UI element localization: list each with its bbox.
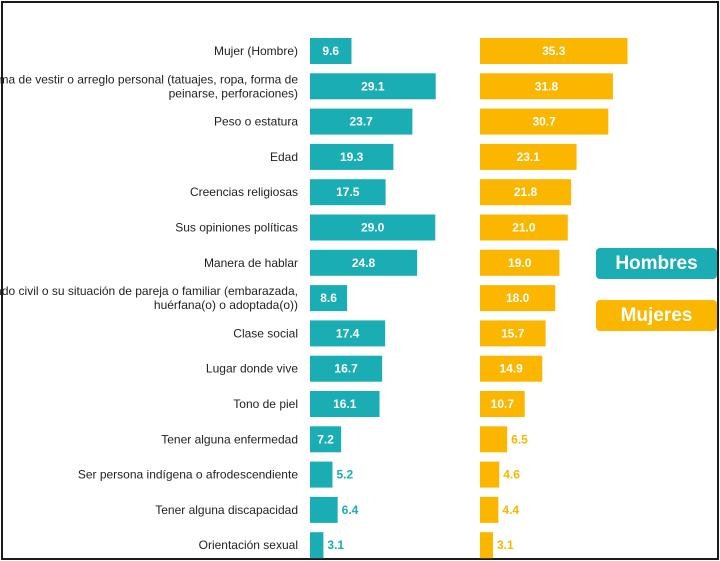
value-label-mujeres: 31.8: [535, 79, 559, 93]
bar-mujeres: [480, 320, 546, 347]
value-label-hombres: 23.7: [350, 115, 374, 129]
value-label-mujeres: 14.9: [499, 362, 523, 376]
bar-mujeres: [480, 179, 572, 206]
value-label-mujeres: 3.1: [497, 538, 514, 552]
bar-mujeres: [480, 73, 613, 100]
bar-hombres: [310, 285, 348, 312]
value-label-mujeres: 10.7: [491, 397, 515, 411]
value-label-mujeres: 15.7: [501, 326, 525, 340]
bar-mujeres: [480, 461, 500, 488]
value-label-hombres: 16.1: [333, 397, 357, 411]
bar-mujeres: [480, 38, 628, 64]
bar-mujeres: [480, 108, 609, 135]
value-label-hombres: 29.1: [361, 79, 385, 93]
category-label: Ser persona indígena o afrodescendiente: [78, 468, 298, 482]
value-label-hombres: 16.7: [334, 362, 358, 376]
bar-hombres: [310, 108, 413, 135]
category-label: Tener alguna enfermedad: [161, 432, 298, 446]
value-label-mujeres: 6.5: [511, 432, 528, 446]
bar-hombres: [310, 355, 383, 382]
value-label-mujeres: 18.0: [506, 291, 530, 305]
bar-mujeres: [480, 426, 508, 453]
bar-hombres: [310, 461, 333, 488]
value-label-hombres: 6.4: [342, 503, 359, 517]
bar-mujeres: [480, 532, 493, 559]
value-label-mujeres: 35.3: [542, 44, 566, 58]
value-label-hombres: 7.2: [317, 432, 334, 446]
bar-mujeres: [480, 249, 560, 276]
category-label: peinarse, perforaciones): [169, 86, 298, 100]
value-label-hombres: 8.6: [320, 291, 337, 305]
bar-mujeres: [480, 143, 577, 170]
category-label: Clase social: [233, 326, 298, 340]
category-label: Tener alguna discapacidad: [155, 503, 298, 517]
legend-hombres: Hombres: [596, 248, 717, 279]
category-label: huérfana(o) o adoptada(o)): [154, 298, 298, 312]
category-label: Tono de piel: [233, 397, 298, 411]
value-label-hombres: 3.1: [327, 538, 344, 552]
category-label: Forma de vestir o arreglo personal (tatu…: [0, 72, 298, 86]
bar-hombres: [310, 214, 436, 241]
bar-mujeres: [480, 355, 543, 382]
bar-hombres: [310, 391, 380, 417]
value-label-hombres: 9.6: [322, 44, 339, 58]
bar-hombres: [310, 73, 436, 100]
bar-mujeres: [480, 496, 499, 523]
bar-hombres: [310, 249, 418, 276]
category-label: Peso o estatura: [214, 115, 298, 129]
bar-mujeres: [480, 391, 525, 417]
bar-mujeres: [480, 214, 568, 241]
category-label: Estado civil o su situación de pareja o …: [0, 284, 298, 298]
value-label-mujeres: 21.0: [512, 221, 536, 235]
bar-mujeres: [480, 285, 556, 312]
value-label-mujeres: 4.6: [503, 468, 520, 482]
value-label-mujeres: 4.4: [502, 503, 519, 517]
bar-hombres: [310, 532, 324, 559]
value-label-hombres: 24.8: [352, 256, 376, 270]
bar-hombres: [310, 320, 386, 347]
category-label: Lugar donde vive: [206, 362, 298, 376]
value-label-hombres: 29.0: [361, 221, 385, 235]
category-label: Orientación sexual: [199, 538, 298, 552]
value-label-mujeres: 23.1: [517, 150, 541, 164]
value-label-mujeres: 30.7: [532, 115, 556, 129]
bar-hombres: [310, 143, 394, 170]
value-label-mujeres: 19.0: [508, 256, 532, 270]
bar-hombres: [310, 38, 352, 64]
value-label-hombres: 17.5: [336, 185, 360, 199]
value-label-hombres: 17.4: [336, 326, 360, 340]
legend-mujeres: Mujeres: [596, 300, 717, 331]
value-label-hombres: 19.3: [340, 150, 364, 164]
category-label: Manera de hablar: [204, 256, 298, 270]
bar-hombres: [310, 496, 338, 523]
category-label: Creencias religiosas: [190, 185, 298, 199]
category-label: Mujer (Hombre): [214, 44, 298, 58]
bar-hombres: [310, 426, 342, 453]
category-label: Edad: [270, 150, 298, 164]
value-label-mujeres: 21.8: [514, 185, 538, 199]
category-label: Sus opiniones políticas: [175, 221, 298, 235]
value-label-hombres: 5.2: [336, 468, 353, 482]
bar-hombres: [310, 179, 386, 206]
